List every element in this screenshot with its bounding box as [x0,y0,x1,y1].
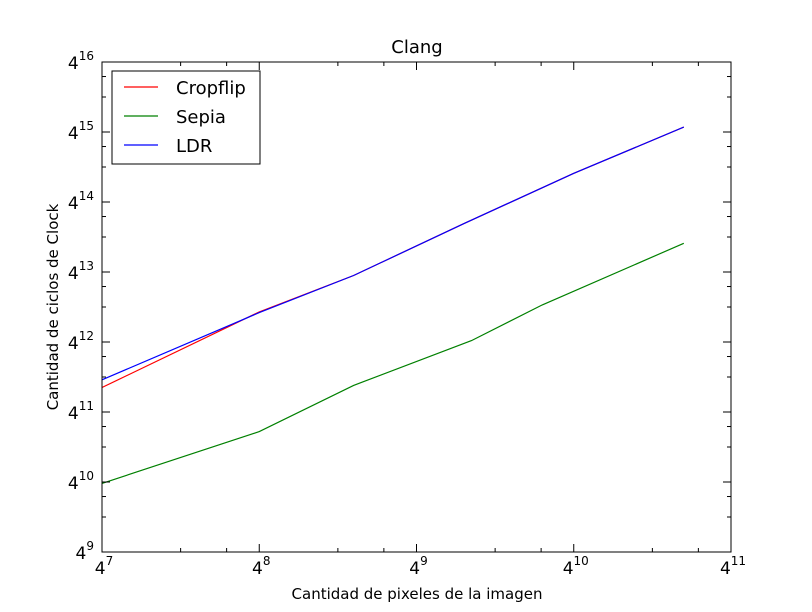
y-tick-label: 415 [68,119,94,144]
plot-area: 47 48 49 410 411 49 410 411 412 413 414 415 416 Cropf… [68,49,746,579]
x-tick-label: 49 [409,554,427,579]
legend-label-ldr: LDR [176,136,212,157]
chart-title: Clang [391,37,442,58]
x-axis-label: Cantidad de pixeles de la imagen [292,585,543,603]
y-axis-label: Cantidad de ciclos de Clock [44,203,62,410]
x-tick-label: 411 [720,554,746,579]
series-line-ldr [101,126,685,381]
y-tick-label: 411 [68,399,94,424]
y-tick-label: 412 [68,329,94,354]
y-tick-label: 416 [68,49,94,74]
y-tick-label: 49 [76,539,94,564]
legend-label-cropflip: Cropflip [176,78,246,99]
y-tick-label: 413 [68,259,94,284]
y-tick-label: 414 [68,189,94,214]
legend-label-sepia: Sepia [176,107,226,128]
series-line-sepia [101,242,685,484]
y-tick-label: 410 [68,469,94,494]
x-tick-label: 47 [95,554,113,579]
x-tick-label: 48 [252,554,270,579]
x-tick-label: 410 [563,554,589,579]
